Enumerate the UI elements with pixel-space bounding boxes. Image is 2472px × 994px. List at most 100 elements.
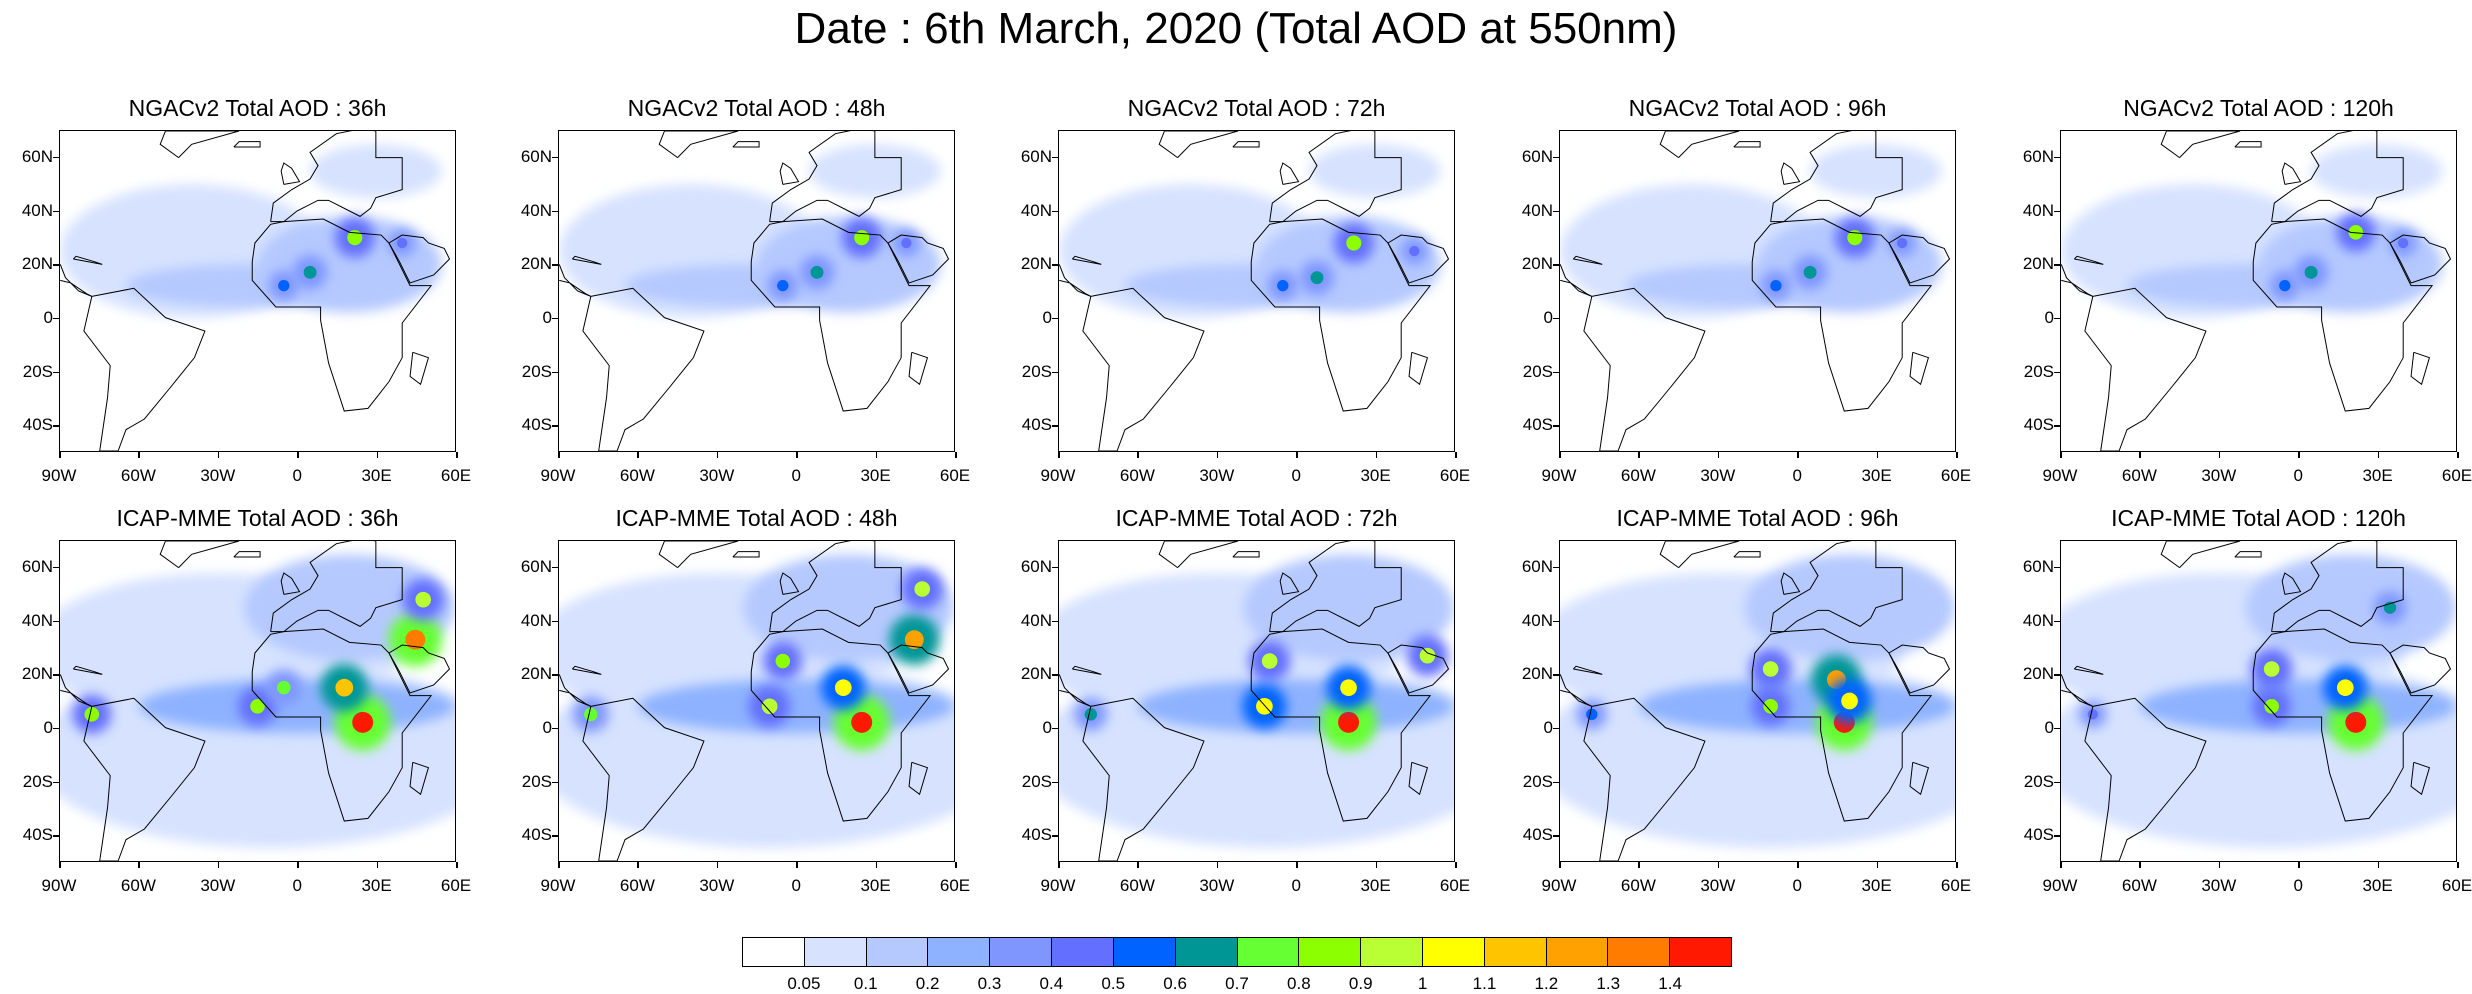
lon-tick-mark: [217, 452, 220, 458]
coastline: [769, 541, 902, 633]
lon-tick-mark: [716, 862, 719, 868]
colorbar: [742, 937, 1732, 967]
coastline: [1408, 351, 1429, 386]
coastline: [1158, 131, 1239, 159]
lon-tick-label: 90W: [2042, 876, 2078, 895]
aod-hotspot: [1770, 280, 1782, 292]
lat-tick-label: 20S: [521, 771, 552, 791]
coastline: [1232, 551, 1260, 558]
coastline: [1071, 665, 1102, 675]
lat-tick-label: 40S: [22, 825, 53, 845]
lat-tick-label: 40N: [21, 610, 53, 630]
lat-tick-label: 20N: [1020, 664, 1052, 684]
map-panel: ICAP-MME Total AOD : 48h 60N 40N 20N 0 20S 40S…: [521, 505, 970, 895]
colorbar-label: 0.7: [1225, 974, 1249, 993]
lon-tick-label: 30E: [2362, 466, 2393, 485]
lat-tick-label: 40S: [521, 415, 552, 435]
lat-tick-mark: [552, 317, 558, 320]
aod-hotspot: [777, 280, 789, 292]
colorbar-swatch: [804, 938, 867, 966]
lon-tick-label: 0: [1291, 876, 1301, 895]
lon-tick-mark: [2139, 452, 2141, 458]
lat-tick-label: 0: [43, 717, 53, 737]
lon-tick-mark: [2298, 452, 2300, 458]
lon-tick-mark: [1638, 452, 1640, 458]
aod-map: [1058, 130, 1455, 452]
lon-tick-mark: [558, 452, 560, 458]
aod-hotspot: [250, 699, 265, 714]
map-panel: NGACv2 Total AOD : 48h 60N 40N 20N 0 20S 40S 90…: [521, 95, 970, 485]
coastline: [658, 131, 739, 159]
coastline: [159, 541, 240, 569]
aod-hotspot: [352, 711, 374, 733]
lat-tick-mark: [53, 264, 59, 266]
lon-tick-label: 0: [292, 876, 302, 895]
lat-tick-mark: [53, 727, 59, 730]
coastline: [1909, 351, 1930, 386]
lat-tick-mark: [552, 566, 558, 569]
map-panel: NGACv2 Total AOD : 120h 60N 40N 20N 0 20S 40S 9…: [2023, 95, 2472, 485]
coastline: [72, 665, 103, 675]
coastline: [908, 351, 929, 386]
lon-tick-label: 90W: [540, 466, 576, 485]
aod-hotspot: [277, 680, 291, 695]
lat-tick-mark: [552, 371, 558, 373]
lat-tick-mark: [552, 620, 558, 622]
lat-tick-label: 0: [1042, 307, 1052, 327]
colorbar-swatch: [1484, 938, 1547, 966]
coastline: [1751, 218, 1933, 412]
aod-hotspot: [84, 707, 100, 722]
lat-tick-mark: [2054, 210, 2060, 212]
coastline: [2271, 131, 2404, 223]
colorbar-label: 0.8: [1287, 974, 1311, 993]
aod-hotspot: [2304, 265, 2318, 279]
map-panel: ICAP-MME Total AOD : 120h 60N 40N 20N 0 20S 40…: [2023, 505, 2472, 895]
aod-hotspot: [2345, 711, 2367, 733]
colorbar-label: 1.2: [1534, 974, 1559, 993]
panel-title: ICAP-MME Total AOD : 96h: [1616, 505, 1899, 531]
lon-tick-label: 0: [2293, 466, 2303, 485]
coastline: [2160, 131, 2241, 159]
lon-tick-mark: [456, 862, 458, 868]
coastline: [1560, 264, 1593, 297]
aod-map: [558, 540, 955, 862]
aod-hotspot: [1277, 280, 1289, 292]
lat-tick-label: 20N: [21, 254, 53, 274]
coastline: [1560, 674, 1593, 707]
aod-hotspot: [1419, 647, 1436, 664]
lon-tick-mark: [1956, 452, 1958, 458]
coastline: [887, 234, 950, 284]
lat-tick-mark: [1553, 727, 1559, 730]
coastline: [908, 761, 929, 796]
aod-map: [1559, 130, 1956, 452]
coastline: [779, 162, 800, 185]
coastline: [83, 287, 206, 451]
lat-tick-mark: [2054, 727, 2060, 730]
coastline: [1888, 644, 1951, 694]
lon-tick-mark: [875, 862, 878, 868]
lon-tick-mark: [1058, 862, 1060, 868]
aod-hotspot: [834, 679, 852, 697]
coastline: [2410, 351, 2431, 386]
aod-map-svg: [1560, 541, 1955, 861]
lon-tick-label: 0: [1291, 466, 1301, 485]
lat-tick-label: 0: [43, 307, 53, 327]
lon-tick-label: 60E: [1940, 876, 1972, 895]
aod-hotspot: [1762, 661, 1779, 677]
coastline: [2073, 665, 2104, 675]
coastline: [1888, 234, 1951, 284]
aod-hotspot: [1310, 271, 1324, 285]
lat-tick-label: 60N: [1521, 556, 1553, 576]
lon-tick-mark: [1455, 452, 1457, 458]
lon-tick-label: 90W: [540, 876, 576, 895]
lat-tick-mark: [53, 674, 59, 676]
colorbar-swatch: [1175, 938, 1238, 966]
lon-tick-label: 90W: [1040, 466, 1076, 485]
colorbar-label: 0.3: [977, 974, 1002, 993]
coastline: [270, 131, 403, 223]
lon-tick-mark: [1058, 452, 1060, 458]
lat-tick-label: 20S: [1021, 361, 1052, 381]
coastline: [1583, 287, 1706, 451]
lat-tick-mark: [53, 156, 59, 159]
lon-tick-label: 30E: [1861, 876, 1892, 895]
